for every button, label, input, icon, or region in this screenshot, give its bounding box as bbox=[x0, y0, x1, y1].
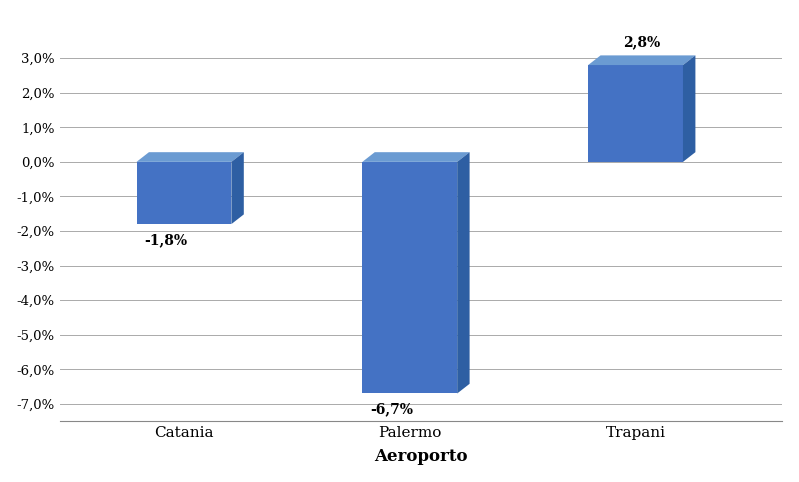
Polygon shape bbox=[457, 152, 470, 393]
Text: -6,7%: -6,7% bbox=[370, 402, 413, 416]
Text: -1,8%: -1,8% bbox=[145, 233, 188, 247]
Bar bbox=[588, 65, 683, 162]
Polygon shape bbox=[363, 152, 470, 162]
Bar bbox=[137, 162, 232, 224]
X-axis label: Aeroporto: Aeroporto bbox=[374, 448, 467, 465]
Text: 2,8%: 2,8% bbox=[623, 35, 661, 49]
Polygon shape bbox=[137, 152, 244, 162]
Polygon shape bbox=[683, 55, 695, 162]
Polygon shape bbox=[232, 152, 244, 224]
Bar bbox=[363, 162, 457, 393]
Polygon shape bbox=[588, 55, 695, 65]
